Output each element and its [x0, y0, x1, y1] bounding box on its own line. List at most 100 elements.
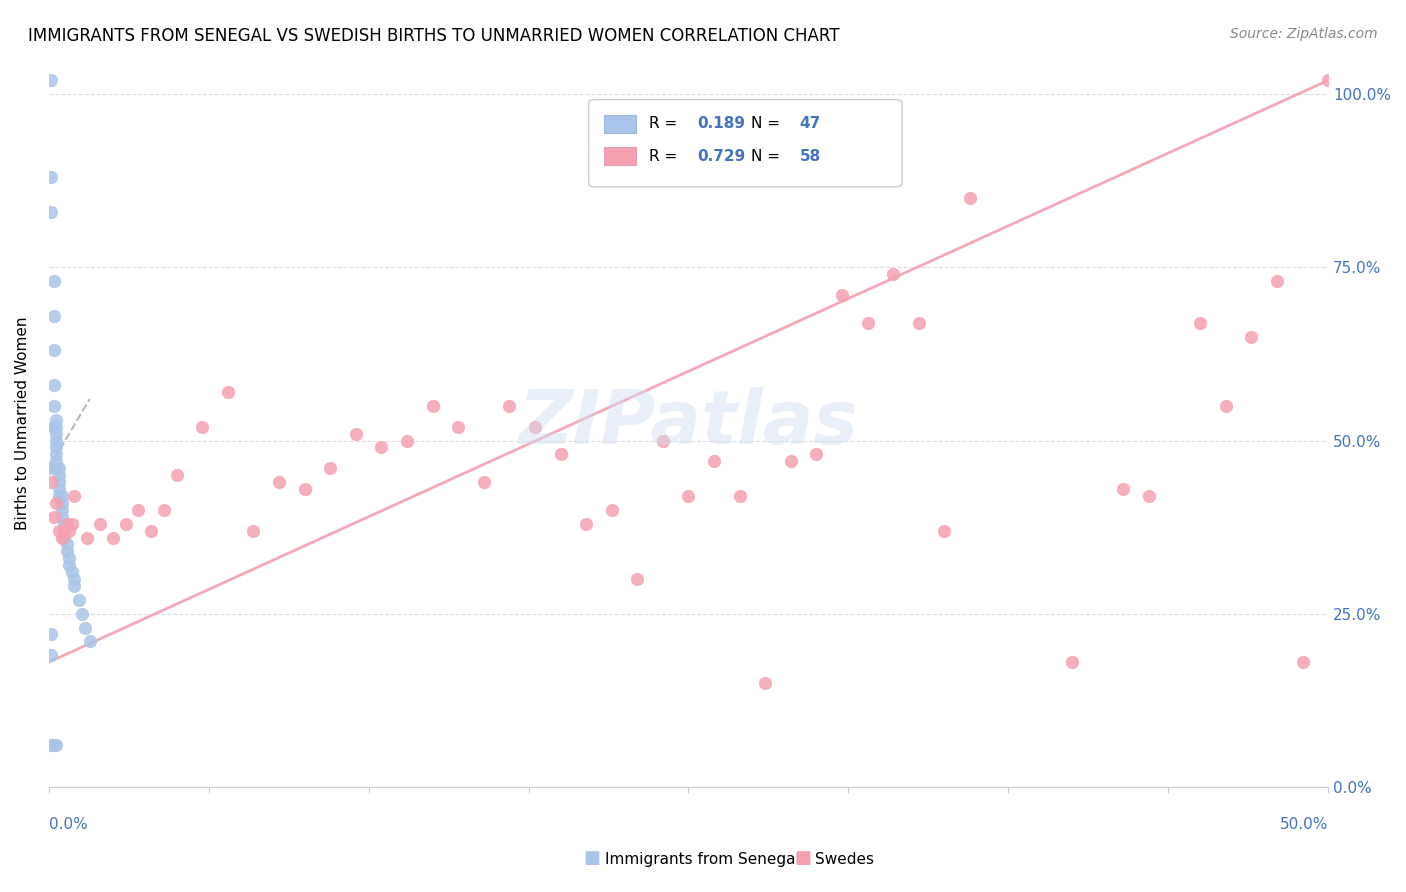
Point — [45, 434, 67, 448]
Point — [45, 461, 67, 475]
Text: 0.189: 0.189 — [697, 116, 745, 131]
FancyBboxPatch shape — [589, 100, 903, 186]
Point — [626, 572, 648, 586]
Point — [959, 191, 981, 205]
Point — [39, 205, 62, 219]
Point — [217, 385, 239, 400]
Point — [89, 516, 111, 531]
Point — [51, 509, 73, 524]
Point — [153, 503, 176, 517]
Point — [934, 524, 956, 538]
Text: 47: 47 — [800, 116, 821, 131]
Point — [58, 558, 80, 573]
Text: N =: N = — [751, 149, 785, 164]
Point — [498, 399, 520, 413]
Point — [1291, 655, 1313, 669]
Point — [1240, 329, 1263, 343]
Text: 0.0%: 0.0% — [49, 817, 87, 832]
Text: 0.729: 0.729 — [697, 149, 745, 164]
Point — [69, 592, 91, 607]
Point — [882, 268, 904, 282]
Point — [48, 482, 70, 496]
Point — [523, 419, 546, 434]
Point — [58, 524, 80, 538]
Text: R =: R = — [648, 149, 682, 164]
Point — [575, 516, 598, 531]
Point — [1062, 655, 1084, 669]
Point — [51, 531, 73, 545]
Point — [703, 454, 725, 468]
Point — [472, 475, 495, 489]
Point — [127, 503, 149, 517]
Y-axis label: Births to Unmarried Women: Births to Unmarried Women — [15, 317, 30, 530]
Text: 58: 58 — [800, 149, 821, 164]
Point — [754, 676, 776, 690]
Point — [242, 524, 264, 538]
Point — [45, 426, 67, 441]
Point — [45, 441, 67, 455]
Point — [1265, 274, 1288, 288]
Point — [600, 503, 623, 517]
Point — [48, 461, 70, 475]
Point — [48, 475, 70, 489]
Point — [39, 73, 62, 87]
Point — [267, 475, 290, 489]
Point — [45, 413, 67, 427]
FancyBboxPatch shape — [605, 114, 636, 133]
Point — [55, 544, 77, 558]
Point — [42, 419, 65, 434]
Point — [63, 572, 86, 586]
Point — [45, 419, 67, 434]
Point — [319, 461, 342, 475]
Text: IMMIGRANTS FROM SENEGAL VS SWEDISH BIRTHS TO UNMARRIED WOMEN CORRELATION CHART: IMMIGRANTS FROM SENEGAL VS SWEDISH BIRTH… — [28, 27, 839, 45]
Point — [42, 419, 65, 434]
Point — [39, 170, 62, 185]
Point — [39, 739, 62, 753]
Point — [651, 434, 673, 448]
Point — [79, 634, 101, 648]
Point — [344, 426, 367, 441]
Point — [831, 288, 853, 302]
Point — [114, 516, 136, 531]
Point — [51, 503, 73, 517]
Point — [76, 531, 98, 545]
Point — [53, 531, 76, 545]
Point — [70, 607, 93, 621]
Point — [42, 378, 65, 392]
Point — [39, 648, 62, 663]
Point — [728, 489, 751, 503]
Point — [45, 454, 67, 468]
Point — [42, 399, 65, 413]
Point — [60, 516, 83, 531]
Point — [139, 524, 162, 538]
Point — [395, 434, 418, 448]
Text: N =: N = — [751, 116, 785, 131]
Point — [45, 496, 67, 510]
Text: 50.0%: 50.0% — [1279, 817, 1329, 832]
Text: Swedes: Swedes — [815, 852, 875, 867]
Point — [63, 579, 86, 593]
Text: Source: ZipAtlas.com: Source: ZipAtlas.com — [1230, 27, 1378, 41]
Point — [60, 565, 83, 579]
Point — [55, 516, 77, 531]
Point — [48, 468, 70, 483]
Point — [1189, 316, 1212, 330]
Point — [856, 316, 879, 330]
Point — [73, 621, 96, 635]
Point — [51, 496, 73, 510]
Point — [191, 419, 214, 434]
Point — [42, 309, 65, 323]
Point — [779, 454, 801, 468]
Point — [53, 524, 76, 538]
FancyBboxPatch shape — [605, 147, 636, 165]
Text: ZIPatlas: ZIPatlas — [519, 387, 859, 459]
Point — [42, 274, 65, 288]
Point — [51, 489, 73, 503]
Point — [55, 537, 77, 551]
Point — [38, 461, 60, 475]
Point — [45, 447, 67, 461]
Point — [806, 447, 828, 461]
Point — [39, 627, 62, 641]
Point — [1215, 399, 1237, 413]
Point — [39, 475, 62, 489]
